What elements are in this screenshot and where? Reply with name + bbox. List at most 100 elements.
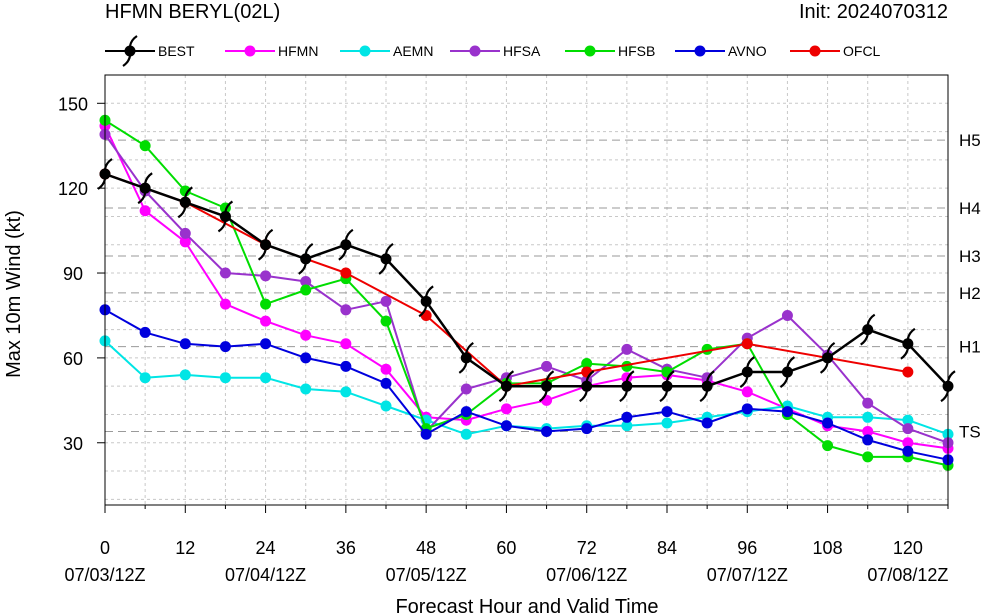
category-label-ts: TS xyxy=(959,422,981,441)
data-point-hfsb xyxy=(179,185,191,197)
data-point-hfmn xyxy=(741,386,753,398)
legend-label-avno: AVNO xyxy=(728,43,767,59)
x-axis-label: Forecast Hour and Valid Time xyxy=(395,596,658,616)
grid-layer xyxy=(105,75,948,505)
x-tick-label: 108 xyxy=(813,538,843,558)
data-point-avno xyxy=(139,326,151,338)
plot-frame xyxy=(104,74,949,506)
data-point-aemn xyxy=(661,417,673,429)
data-point-aemn xyxy=(219,372,231,384)
category-label-h1: H1 xyxy=(959,338,981,357)
y-tick-label: 30 xyxy=(63,434,83,454)
series-hfmn xyxy=(99,120,954,454)
data-point-avno xyxy=(581,423,593,435)
data-point-hfmn xyxy=(179,236,191,248)
data-point-avno xyxy=(380,377,392,389)
data-point-hfsa xyxy=(541,360,553,372)
legend-item-avno: AVNO xyxy=(675,43,767,59)
data-point-hfsb xyxy=(380,315,392,327)
data-point-hfsb xyxy=(822,440,834,452)
data-point-best xyxy=(619,370,635,403)
data-point-best xyxy=(338,228,354,261)
data-point-best xyxy=(217,200,234,233)
data-point-avno xyxy=(741,403,753,415)
data-point-hfsb xyxy=(139,140,151,152)
data-point-best xyxy=(137,172,153,205)
data-point-avno xyxy=(862,434,874,446)
data-point-hfmn xyxy=(500,403,512,415)
category-lines-layer: H5 H4 H3 H2 H1 TS xyxy=(105,131,981,441)
legend-marker-hfsa xyxy=(469,45,481,57)
data-point-best xyxy=(659,370,675,403)
x-tick-label: 24 xyxy=(256,538,276,558)
legend-item-best: BEST xyxy=(105,35,195,67)
data-point-hfsa xyxy=(340,304,352,316)
data-point-avno xyxy=(219,341,231,353)
legend-marker-hfmn xyxy=(244,45,256,57)
x-date-label: 07/06/12Z xyxy=(546,565,627,585)
legend-label-aemn: AEMN xyxy=(393,43,433,59)
series-hfsa xyxy=(99,128,954,449)
data-point-best xyxy=(177,186,193,219)
legend-item-hfmn: HFMN xyxy=(225,43,318,59)
legend-marker-hfsb xyxy=(584,45,596,57)
data-point-best xyxy=(779,356,796,388)
data-point-avno xyxy=(541,425,553,437)
data-point-avno xyxy=(179,338,191,350)
legend-item-aemn: AEMN xyxy=(340,43,433,59)
x-tick-label: 72 xyxy=(577,538,597,558)
data-point-hfsa xyxy=(460,383,472,395)
data-point-hfsb xyxy=(260,298,272,310)
data-point-best xyxy=(418,285,434,318)
data-point-aemn xyxy=(621,420,633,432)
series-line-best xyxy=(104,172,949,388)
legend-label-hfsa: HFSA xyxy=(503,43,541,59)
data-point-hfsa xyxy=(300,276,312,288)
data-point-aemn xyxy=(300,383,312,395)
data-point-avno xyxy=(260,338,272,350)
data-point-hfmn xyxy=(380,363,392,375)
chart-title: HFMN BERYL(02L) xyxy=(105,1,281,23)
x-tick-label: 84 xyxy=(657,538,677,558)
init-time: Init: 2024070312 xyxy=(798,1,948,23)
data-point-avno xyxy=(822,417,834,429)
data-point-aemn xyxy=(340,386,352,398)
data-point-avno xyxy=(661,406,673,418)
data-point-best xyxy=(699,370,715,403)
data-point-aemn xyxy=(139,372,151,384)
legend-item-ofcl: OFCL xyxy=(790,43,881,59)
y-tick-label: 120 xyxy=(58,179,88,199)
data-point-best xyxy=(298,242,314,275)
category-label-h5: H5 xyxy=(959,131,981,150)
x-tick-label: 12 xyxy=(175,538,195,558)
data-point-best xyxy=(378,242,394,275)
legend-label-hfsb: HFSB xyxy=(618,43,655,59)
data-point-best xyxy=(538,370,555,403)
x-tick-label: 0 xyxy=(100,538,110,558)
data-point-hfsa xyxy=(219,267,231,279)
legend-marker-aemn xyxy=(359,45,371,57)
x-date-label: 07/04/12Z xyxy=(225,565,306,585)
data-point-hfmn xyxy=(260,315,272,327)
data-point-aemn xyxy=(179,369,191,381)
x-tick-label: 48 xyxy=(416,538,436,558)
data-point-best xyxy=(579,370,595,403)
data-point-hfmn xyxy=(340,338,352,350)
data-point-aemn xyxy=(260,372,272,384)
legend-item-hfsb: HFSB xyxy=(565,43,655,59)
y-axis-label: Max 10m Wind (kt) xyxy=(3,210,25,378)
data-point-best xyxy=(900,327,916,360)
legend-marker-avno xyxy=(694,45,706,57)
legend-label-ofcl: OFCL xyxy=(843,43,881,59)
data-point-avno xyxy=(781,406,793,418)
x-tick-label: 120 xyxy=(893,538,923,558)
series-line-hfmn xyxy=(104,125,949,450)
data-point-avno xyxy=(460,406,472,418)
data-point-hfsb xyxy=(581,358,593,370)
data-point-best xyxy=(860,313,876,346)
data-point-hfmn xyxy=(219,298,231,310)
x-tick-label: 60 xyxy=(496,538,516,558)
data-point-hfsb xyxy=(661,366,673,378)
x-date-label: 07/05/12Z xyxy=(386,565,467,585)
legend: BEST HFMN AEMN HFSA HFSB AVNO OFCL xyxy=(105,35,881,67)
